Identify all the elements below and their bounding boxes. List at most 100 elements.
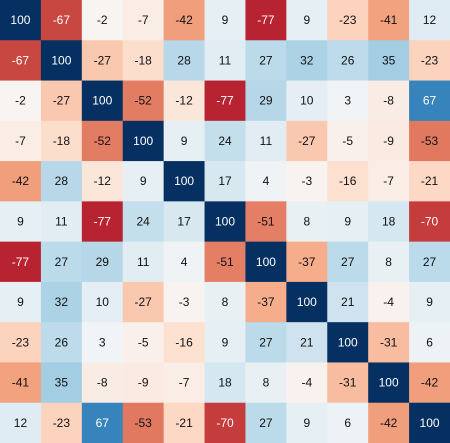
heatmap-cell <box>245 201 287 243</box>
heatmap-cell <box>204 80 246 122</box>
heatmap-cell <box>327 0 369 41</box>
heatmap-cell <box>40 161 83 202</box>
heatmap-cell-value: 100 <box>420 416 440 430</box>
heatmap-cell <box>40 201 83 243</box>
heatmap-cell <box>204 241 246 283</box>
heatmap-cell <box>409 40 450 82</box>
heatmap-cell-value: 29 <box>96 255 110 269</box>
heatmap-cell-value: -16 <box>175 335 193 349</box>
heatmap-cell-value: 24 <box>218 134 232 148</box>
heatmap-cell-value: 100 <box>51 53 71 67</box>
heatmap-cell <box>163 120 206 162</box>
heatmap-cell <box>0 241 42 283</box>
heatmap-cell <box>286 120 328 162</box>
heatmap-cell-value: 6 <box>344 416 351 430</box>
heatmap-cell <box>204 161 246 202</box>
heatmap-cell <box>40 402 83 443</box>
heatmap-cell-value: 9 <box>17 215 24 229</box>
heatmap-cell <box>81 241 124 283</box>
heatmap-cell <box>0 402 42 443</box>
heatmap-cell <box>368 281 410 323</box>
heatmap-cell <box>327 40 369 82</box>
heatmap-cell-value: -8 <box>97 376 108 390</box>
heatmap-cell <box>122 322 165 363</box>
heatmap-cell <box>122 362 165 404</box>
heatmap-cell <box>0 362 42 404</box>
heatmap-cell <box>409 362 450 404</box>
heatmap-cell <box>368 201 410 243</box>
heatmap-cell-value: -9 <box>383 134 394 148</box>
heatmap-cell-value: 100 <box>379 376 399 390</box>
heatmap-cell-value: 28 <box>177 53 191 67</box>
heatmap-cell <box>0 281 42 323</box>
heatmap-cell <box>81 402 124 443</box>
heatmap-cell <box>81 80 124 122</box>
heatmap-cell <box>163 161 206 202</box>
heatmap-cell <box>81 201 124 243</box>
heatmap-cell-value: -77 <box>216 94 234 108</box>
heatmap-cell-value: 32 <box>300 53 314 67</box>
heatmap-cell <box>40 241 83 283</box>
heatmap-cell-value: 12 <box>423 13 437 27</box>
heatmap-cell-value: -27 <box>53 94 71 108</box>
heatmap-cell <box>245 281 287 323</box>
heatmap-cell-value: 29 <box>259 94 273 108</box>
heatmap-cell <box>40 120 83 162</box>
heatmap-cell-value: -42 <box>421 376 439 390</box>
heatmap-cell-value: 27 <box>423 255 437 269</box>
heatmap-cell-value: 100 <box>92 94 112 108</box>
heatmap-cell-value: -37 <box>298 255 316 269</box>
heatmap-cell <box>204 201 246 243</box>
heatmap-cell-value: -18 <box>135 53 153 67</box>
heatmap-cell <box>0 40 42 82</box>
heatmap-cell-value: -77 <box>257 13 275 27</box>
heatmap-cell <box>122 120 165 162</box>
heatmap-cell-value: 6 <box>426 335 433 349</box>
heatmap-cell-value: 11 <box>260 134 273 148</box>
heatmap-cell-value: -23 <box>53 416 71 430</box>
heatmap-cell <box>204 362 246 404</box>
heatmap-cell <box>368 322 410 363</box>
heatmap-cell-value: 9 <box>426 295 433 309</box>
heatmap-cell <box>0 161 42 202</box>
heatmap-cell <box>163 241 206 283</box>
heatmap-cell-value: 10 <box>96 295 110 309</box>
heatmap-cell-value: 24 <box>137 215 151 229</box>
heatmap-cell-value: 9 <box>344 215 351 229</box>
heatmap-cell-value: -2 <box>15 94 26 108</box>
heatmap-cell <box>327 362 369 404</box>
heatmap-cell-value: 8 <box>222 295 229 309</box>
heatmap-cell <box>368 161 410 202</box>
heatmap-cell <box>368 80 410 122</box>
heatmap-cell-value: 100 <box>10 13 30 27</box>
heatmap-cell-value: -27 <box>94 53 112 67</box>
heatmap-cell-value: 67 <box>423 94 437 108</box>
heatmap-cell <box>409 281 450 323</box>
heatmap-cell-value: 18 <box>382 215 396 229</box>
heatmap-cell-value: 35 <box>55 376 69 390</box>
heatmap-cell-value: 9 <box>181 134 188 148</box>
heatmap-cell <box>409 80 450 122</box>
heatmap-cell <box>163 362 206 404</box>
heatmap-cell-value: 9 <box>222 13 229 27</box>
heatmap-cell-value: 100 <box>256 255 276 269</box>
heatmap-cell-value: -7 <box>15 134 26 148</box>
heatmap-cell <box>204 402 246 443</box>
heatmap-cell <box>286 40 328 82</box>
heatmap-cell <box>204 120 246 162</box>
heatmap-cell <box>286 402 328 443</box>
heatmap-cell <box>368 362 410 404</box>
heatmap-cell-value: -31 <box>339 376 357 390</box>
heatmap-cell <box>204 0 246 41</box>
heatmap-cell-value: -67 <box>53 13 71 27</box>
heatmap-cell-value: -5 <box>138 335 149 349</box>
heatmap-cell-value: -8 <box>383 94 394 108</box>
heatmap-cell <box>163 322 206 363</box>
heatmap-cell <box>163 40 206 82</box>
heatmap-cell <box>122 161 165 202</box>
heatmap-cell <box>81 120 124 162</box>
heatmap-cell-value: -2 <box>97 13 108 27</box>
heatmap-cell-value: 100 <box>297 295 317 309</box>
heatmap-cell <box>81 0 124 41</box>
